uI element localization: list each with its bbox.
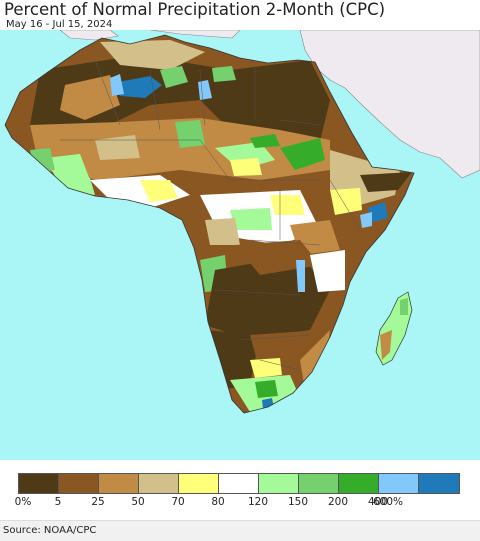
legend-swatch — [379, 474, 419, 493]
footer: Source: NOAA/CPC — [0, 520, 480, 541]
date-range: May 16 - Jul 15, 2024 — [6, 19, 113, 30]
map-title: Percent of Normal Precipitation 2-Month … — [4, 0, 386, 19]
legend-swatch — [139, 474, 179, 493]
legend-swatch — [259, 474, 299, 493]
africa-outline — [4, 34, 415, 414]
legend-label: 400 — [367, 496, 389, 508]
legend-label: 150 — [287, 496, 309, 508]
legend-swatch — [419, 474, 459, 493]
source-text: Source: NOAA/CPC — [3, 525, 97, 536]
legend-label: 5 — [54, 496, 62, 508]
legend-label: 80 — [211, 496, 225, 508]
legend-swatch — [299, 474, 339, 493]
legend-label: 600% — [372, 496, 404, 508]
legend-swatch — [59, 474, 99, 493]
legend-swatch — [219, 474, 259, 493]
country-borders — [60, 59, 361, 371]
legend-swatch — [19, 474, 59, 493]
legend-swatch — [339, 474, 379, 493]
legend: 0% 5 25 50 70 80 120 150 200 400 600% — [14, 473, 460, 510]
legend-swatch — [179, 474, 219, 493]
legend-labels: 0% 5 25 50 70 80 120 150 200 400 600% — [14, 496, 460, 510]
legend-label: 50 — [131, 496, 145, 508]
legend-label: 200 — [327, 496, 349, 508]
legend-label: 70 — [171, 496, 185, 508]
legend-label: 120 — [247, 496, 269, 508]
legend-colorbar — [18, 473, 460, 494]
precipitation-map — [0, 30, 480, 460]
southern-europe-land — [59, 30, 241, 41]
legend-label: 25 — [91, 496, 105, 508]
legend-label: 0% — [14, 496, 32, 508]
legend-swatch — [99, 474, 139, 493]
map-svg — [0, 30, 480, 460]
